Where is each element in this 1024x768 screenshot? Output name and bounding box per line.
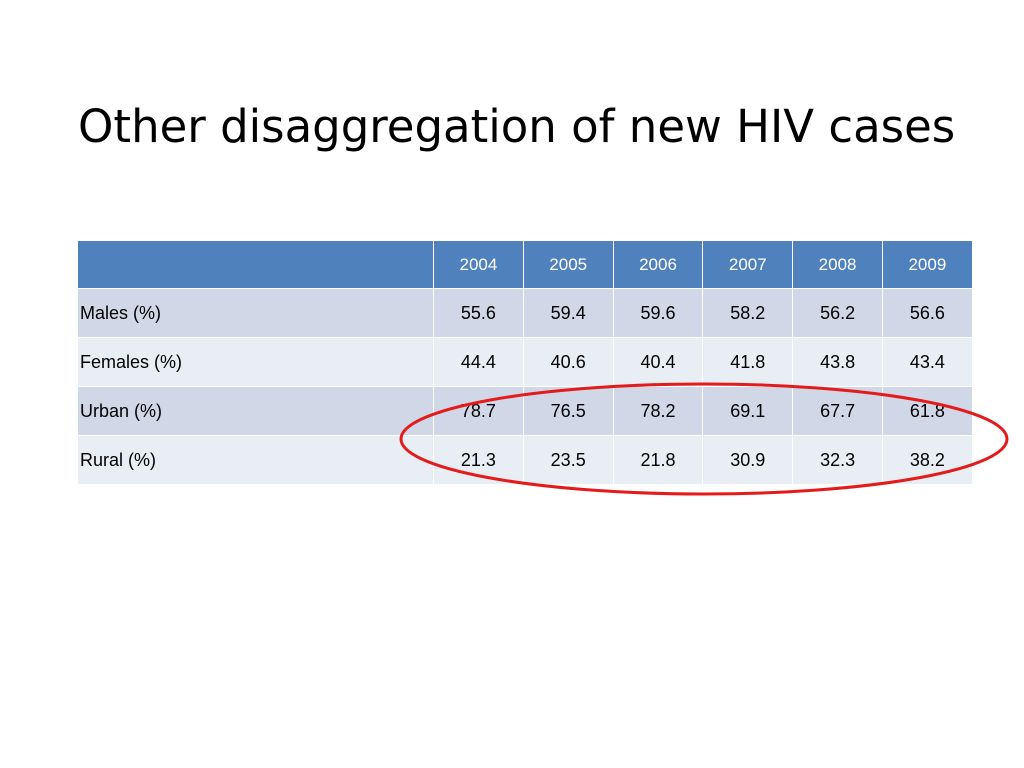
table-row-males: Males (%) 55.6 59.4 59.6 58.2 56.2 56.6 xyxy=(77,288,973,338)
table-cell: 56.6 xyxy=(881,288,973,338)
table-cell: 40.6 xyxy=(522,337,614,387)
data-table: 2004 2005 2006 2007 2008 2009 Males (%) … xyxy=(77,240,973,485)
table-cell: 69.1 xyxy=(702,386,794,436)
row-label: Rural (%) xyxy=(77,435,434,485)
corner-header-cell xyxy=(77,240,434,289)
table-cell: 56.2 xyxy=(792,288,883,338)
slide-title: Other disaggregation of new HIV cases xyxy=(78,100,956,153)
table-row-urban: Urban (%) 78.7 76.5 78.2 69.1 67.7 61.8 xyxy=(77,386,973,436)
table-cell: 32.3 xyxy=(792,435,883,485)
year-header-2007: 2007 xyxy=(702,240,794,289)
table-cell: 38.2 xyxy=(881,435,973,485)
table-cell: 44.4 xyxy=(433,337,524,387)
row-label: Females (%) xyxy=(77,337,434,387)
table-cell: 78.2 xyxy=(612,386,704,436)
table-cell: 61.8 xyxy=(881,386,973,436)
table-cell: 43.4 xyxy=(881,337,973,387)
year-header-2006: 2006 xyxy=(612,240,704,289)
table-row-rural: Rural (%) 21.3 23.5 21.8 30.9 32.3 38.2 xyxy=(77,435,973,485)
year-header-2005: 2005 xyxy=(522,240,614,289)
year-header-2008: 2008 xyxy=(792,240,883,289)
table-cell: 59.6 xyxy=(612,288,704,338)
table-cell: 43.8 xyxy=(792,337,883,387)
year-header-2009: 2009 xyxy=(881,240,973,289)
year-header-2004: 2004 xyxy=(433,240,524,289)
row-label: Urban (%) xyxy=(77,386,434,436)
table-cell: 67.7 xyxy=(792,386,883,436)
table-cell: 30.9 xyxy=(702,435,794,485)
table-cell: 76.5 xyxy=(522,386,614,436)
table-cell: 41.8 xyxy=(702,337,794,387)
row-label: Males (%) xyxy=(77,288,434,338)
table-cell: 55.6 xyxy=(433,288,524,338)
header-row: 2004 2005 2006 2007 2008 2009 xyxy=(77,240,973,289)
table-cell: 59.4 xyxy=(522,288,614,338)
table-cell: 78.7 xyxy=(433,386,524,436)
table-cell: 23.5 xyxy=(522,435,614,485)
table-cell: 21.3 xyxy=(433,435,524,485)
table-cell: 40.4 xyxy=(612,337,704,387)
table-cell: 21.8 xyxy=(612,435,704,485)
table-row-females: Females (%) 44.4 40.6 40.4 41.8 43.8 43.… xyxy=(77,337,973,387)
table-cell: 58.2 xyxy=(702,288,794,338)
